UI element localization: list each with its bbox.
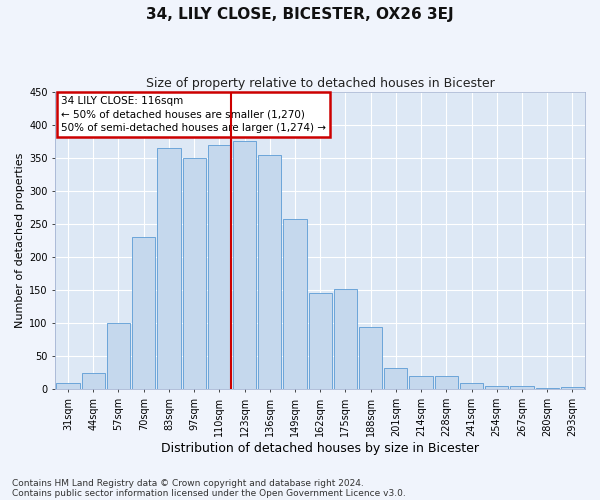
Y-axis label: Number of detached properties: Number of detached properties <box>15 153 25 328</box>
Bar <box>409 376 433 390</box>
Text: 34, LILY CLOSE, BICESTER, OX26 3EJ: 34, LILY CLOSE, BICESTER, OX26 3EJ <box>146 8 454 22</box>
Bar <box>107 324 130 390</box>
Bar <box>233 142 256 390</box>
Bar <box>561 388 584 390</box>
Title: Size of property relative to detached houses in Bicester: Size of property relative to detached ho… <box>146 78 494 90</box>
Bar <box>536 388 559 390</box>
Bar <box>460 383 483 390</box>
Bar <box>485 386 508 390</box>
Bar <box>334 289 357 390</box>
Bar <box>182 158 206 390</box>
Bar <box>359 326 382 390</box>
Bar <box>157 148 181 390</box>
Bar <box>208 144 231 390</box>
Text: Contains HM Land Registry data © Crown copyright and database right 2024.: Contains HM Land Registry data © Crown c… <box>12 478 364 488</box>
Bar <box>132 237 155 390</box>
Text: Contains public sector information licensed under the Open Government Licence v3: Contains public sector information licen… <box>12 488 406 498</box>
Bar <box>435 376 458 390</box>
Bar <box>384 368 407 390</box>
Bar <box>511 386 533 390</box>
Bar <box>82 373 105 390</box>
Bar <box>258 154 281 390</box>
Bar <box>56 383 80 390</box>
Bar <box>308 294 332 390</box>
Text: 34 LILY CLOSE: 116sqm
← 50% of detached houses are smaller (1,270)
50% of semi-d: 34 LILY CLOSE: 116sqm ← 50% of detached … <box>61 96 326 132</box>
X-axis label: Distribution of detached houses by size in Bicester: Distribution of detached houses by size … <box>161 442 479 455</box>
Bar <box>283 218 307 390</box>
